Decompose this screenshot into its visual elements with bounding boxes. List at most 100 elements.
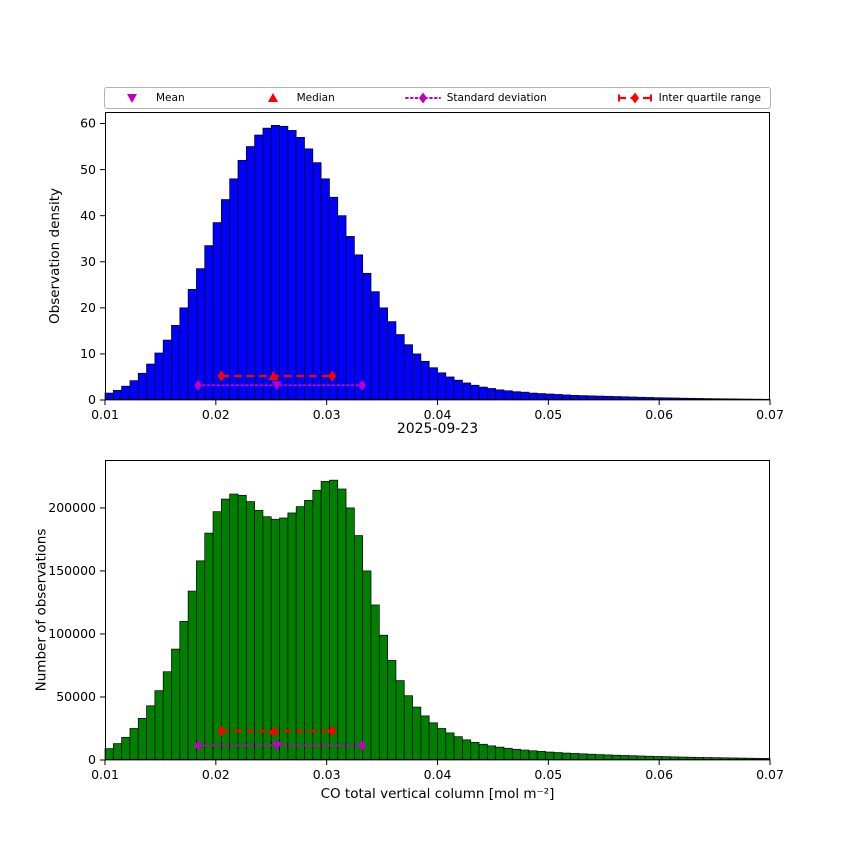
histogram-bar: [420, 360, 430, 401]
y-tick-label: 150000: [48, 563, 96, 578]
iqr-marker-right: [328, 370, 337, 382]
histogram-bar: [545, 751, 555, 761]
plot-title: 2025-09-23: [396, 421, 479, 437]
top-plot-canvas: 0.01 0.02 0.03 0.04 0.05 0.06 0.07 0 10 20 30 40 50 6…: [80, 112, 784, 422]
std-marker-right: [358, 740, 367, 752]
histogram-bar: [104, 392, 114, 401]
histogram-bar: [295, 136, 305, 401]
histogram-bar: [204, 532, 214, 761]
y-tick-label: 200000: [48, 500, 96, 515]
histogram-bar: [487, 388, 497, 401]
histogram-bar: [345, 236, 355, 401]
y-tick-label: 0: [88, 752, 96, 767]
histogram-bar: [229, 493, 239, 761]
axes-frame: [105, 460, 770, 760]
histogram-bar: [495, 746, 505, 761]
histogram-bar: [453, 379, 463, 401]
histogram-bar: [279, 517, 289, 761]
histogram-bar: [270, 125, 280, 401]
histogram-bar: [121, 736, 131, 761]
x-tick-label: 0.05: [534, 767, 562, 782]
x-tick-label: 0.01: [91, 767, 119, 782]
median-marker: [268, 726, 279, 736]
histogram-bar: [270, 518, 280, 761]
histogram-bar: [495, 389, 505, 401]
histogram-bar: [337, 488, 347, 761]
histogram-bar: [104, 748, 114, 761]
histogram-bar: [112, 743, 122, 761]
mean-marker: [271, 741, 282, 751]
x-tick-label: 0.04: [424, 767, 452, 782]
histogram-bar: [245, 501, 255, 761]
histogram-bar: [187, 590, 197, 761]
x-tick-label: 0.03: [313, 407, 341, 422]
legend-item-label: Median: [296, 92, 335, 104]
x-axis-label: CO total vertical column [mol m⁻²]: [320, 786, 555, 802]
histogram-bar: [129, 380, 139, 401]
histogram-bar: [403, 344, 413, 401]
histogram-bar: [304, 499, 314, 761]
histogram-bar: [320, 481, 330, 761]
histogram-bar: [561, 752, 571, 761]
histogram-bar: [462, 382, 472, 401]
histogram-bar: [212, 511, 222, 761]
histogram-bar: [520, 391, 530, 401]
histogram-bar: [470, 384, 480, 401]
histogram-bar: [329, 479, 339, 761]
histogram-bar: [237, 494, 247, 761]
histogram-bar: [171, 648, 181, 761]
histogram-bar: [387, 321, 397, 401]
histogram-bar: [312, 489, 322, 761]
legend-item: Standard deviation: [404, 92, 547, 104]
y-tick-label: 0: [88, 392, 96, 407]
diamond-dotted-icon: [404, 92, 441, 104]
iqr-legend-marker: [630, 92, 639, 104]
histogram-bar: [378, 634, 388, 761]
y-tick-label: 40: [80, 208, 96, 223]
histogram-bar: [312, 162, 322, 401]
histogram-bar: [162, 339, 172, 401]
triangle-up-icon: [267, 93, 278, 102]
top-y-axis-label: Observation density: [44, 112, 66, 400]
x-tick-label: 0.02: [202, 407, 230, 422]
histogram-bar: [553, 752, 563, 761]
histogram-bar: [254, 510, 264, 761]
histogram-bar: [137, 718, 147, 761]
x-tick-label: 0.01: [91, 407, 119, 422]
histogram-bar: [354, 535, 364, 761]
histogram-bar: [287, 130, 297, 401]
y-tick-label: 20: [80, 300, 96, 315]
histogram-bar: [428, 367, 438, 401]
legend-item-label: Standard deviation: [446, 92, 547, 104]
histogram-bar: [528, 750, 538, 761]
histogram-bar: [279, 125, 289, 401]
histogram-bar: [503, 747, 513, 761]
x-tick-label: 0.03: [313, 767, 341, 782]
legend-item-label: Inter quartile range: [658, 92, 761, 104]
iqr-marker-right: [328, 725, 337, 737]
histogram-bar: [412, 353, 422, 401]
y-tick-label: 50: [80, 162, 96, 177]
top-plot: 0.01 0.02 0.03 0.04 0.05 0.06 0.07 0 10 20 30 40 50 6…: [80, 112, 784, 422]
std-legend-marker: [418, 92, 427, 104]
histogram-bar: [187, 289, 197, 401]
histogram-bar: [154, 352, 164, 401]
histogram-bar: [470, 742, 480, 761]
legend-item: Median: [255, 92, 335, 104]
histogram-bar: [511, 748, 521, 761]
x-tick-label: 0.07: [756, 767, 784, 782]
histogram-bar: [503, 390, 513, 401]
y-tick-label: 10: [80, 346, 96, 361]
median-legend-marker: [267, 93, 278, 102]
histogram-bar: [362, 570, 372, 761]
histogram-bar: [437, 372, 447, 401]
histogram-bar: [487, 745, 497, 761]
histogram-bar: [179, 620, 189, 761]
histogram-bar: [395, 334, 405, 401]
histogram-bar: [362, 272, 372, 401]
histogram-bar: [345, 507, 355, 761]
histogram-bar: [453, 736, 463, 761]
histogram-bar: [329, 196, 339, 401]
histogram-bar: [196, 268, 206, 401]
